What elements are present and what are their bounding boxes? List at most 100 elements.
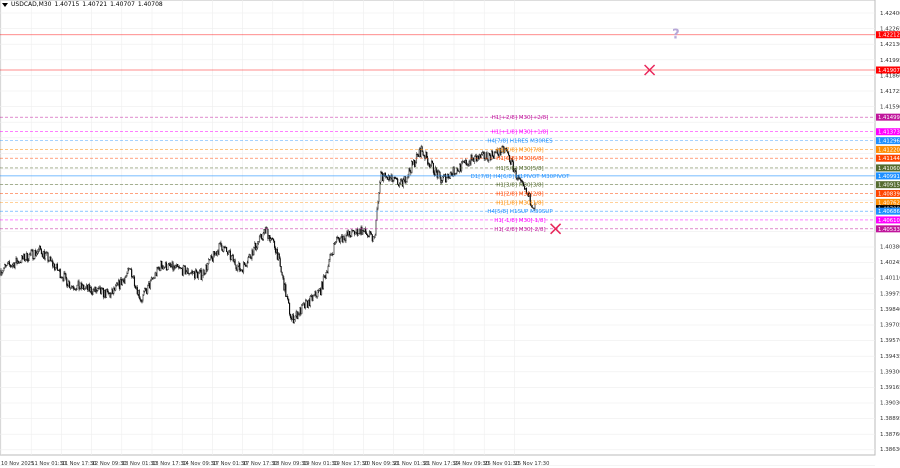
candle xyxy=(251,250,253,259)
price-label: 1.41220 xyxy=(878,147,900,153)
candle xyxy=(520,178,522,182)
candle xyxy=(232,255,234,262)
cross-stroke xyxy=(550,223,562,235)
candle xyxy=(81,283,83,289)
candle xyxy=(176,264,178,266)
candle xyxy=(385,176,387,178)
x-tick-label: 11 Nov 17:30 xyxy=(61,461,96,467)
candle xyxy=(323,275,325,277)
candle xyxy=(97,288,99,291)
candle xyxy=(301,304,303,314)
candle xyxy=(7,261,10,264)
candle xyxy=(209,259,211,261)
candle xyxy=(164,262,167,268)
candle xyxy=(167,264,169,270)
candle xyxy=(410,170,412,174)
candle xyxy=(181,268,183,276)
candle xyxy=(399,182,401,187)
candle xyxy=(138,290,140,299)
candle xyxy=(322,275,324,289)
candle xyxy=(367,236,370,237)
candle xyxy=(267,228,269,239)
candle xyxy=(156,266,158,277)
candle xyxy=(158,267,160,270)
candle xyxy=(114,288,116,291)
candle xyxy=(521,180,523,182)
candle xyxy=(40,249,42,255)
candle xyxy=(135,287,137,289)
candle xyxy=(486,152,488,160)
candle xyxy=(518,175,520,179)
x-tick-label: 12 Nov 09:30 xyxy=(92,461,127,467)
candle xyxy=(165,262,167,271)
candle xyxy=(522,181,524,184)
candle xyxy=(38,246,41,250)
candle xyxy=(287,296,289,300)
candle xyxy=(83,284,85,290)
x-tick-label: 17 Nov 17:30 xyxy=(243,461,278,467)
candle xyxy=(289,302,291,315)
candle xyxy=(469,161,471,165)
price-label: 1.40533 xyxy=(878,227,900,233)
candle xyxy=(277,253,279,260)
candle xyxy=(123,279,125,284)
candle xyxy=(413,160,415,165)
candle xyxy=(346,231,348,236)
price-label-box xyxy=(876,137,900,145)
candle xyxy=(431,160,434,164)
price-label: 1.41296 xyxy=(878,139,900,145)
candle xyxy=(27,260,29,262)
candle xyxy=(155,272,157,277)
candle xyxy=(237,265,239,271)
candle xyxy=(100,287,102,294)
candle xyxy=(367,234,369,237)
candle xyxy=(308,299,310,307)
candle xyxy=(231,255,233,257)
candle xyxy=(146,289,148,294)
candle xyxy=(332,253,334,255)
candle xyxy=(291,314,293,320)
candle xyxy=(457,168,459,172)
candle xyxy=(260,234,262,239)
candle xyxy=(340,235,342,239)
candle xyxy=(174,265,176,269)
candle xyxy=(131,269,133,277)
plot-area xyxy=(0,0,876,456)
candle xyxy=(162,266,164,270)
candle xyxy=(221,245,223,251)
candle xyxy=(235,264,237,270)
candle xyxy=(118,280,120,289)
candle xyxy=(401,180,403,187)
candle xyxy=(474,155,476,162)
candle xyxy=(338,238,340,243)
candle xyxy=(157,266,159,270)
candle xyxy=(113,288,115,294)
candle xyxy=(179,267,182,269)
candle xyxy=(462,161,465,163)
candle xyxy=(489,153,491,156)
candle xyxy=(295,311,297,317)
candle xyxy=(132,276,135,278)
candle xyxy=(354,232,356,235)
candle xyxy=(84,288,86,290)
candle xyxy=(67,285,69,287)
x-tick-label: 18 Nov 09:30 xyxy=(273,461,308,467)
candle xyxy=(253,247,255,256)
x-tick-label: 19 Nov 17:30 xyxy=(333,461,368,467)
candle xyxy=(104,289,106,298)
cross-marker-icon xyxy=(644,64,656,76)
candle xyxy=(281,272,283,276)
candle xyxy=(183,265,185,267)
candle xyxy=(258,241,260,244)
candle xyxy=(305,300,308,302)
candle xyxy=(456,168,458,174)
candle xyxy=(508,154,511,162)
dropdown-triangle-icon[interactable] xyxy=(2,2,8,7)
candle xyxy=(219,242,221,244)
x-tick-label: 11 Nov 01:30 xyxy=(31,461,66,467)
x-tick-label: 13 Nov 17:30 xyxy=(152,461,187,467)
candle xyxy=(470,154,472,165)
candle xyxy=(210,255,212,261)
candle xyxy=(365,228,367,234)
